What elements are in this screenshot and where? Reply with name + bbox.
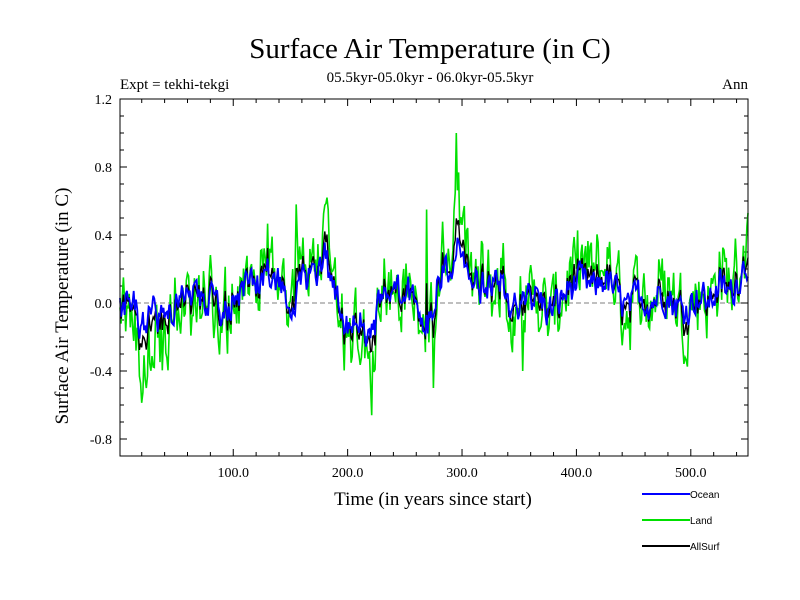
y-tick-label: 1.2 [95, 93, 113, 108]
plot-frame [119, 98, 749, 457]
y-tick-label: 0.4 [95, 229, 113, 244]
chart-title: Surface Air Temperature (in C) [249, 33, 610, 65]
x-tick-label: 500.0 [675, 466, 707, 481]
x-tick-label: 100.0 [217, 466, 249, 481]
legend-label-ocean: Ocean [690, 490, 719, 501]
y-axis-ticks: -0.8 -0.4 0.0 0.4 0.8 1.2 [90, 93, 748, 448]
x-axis-label: Time (in years since start) [334, 489, 532, 510]
y-tick-label: 0.8 [95, 161, 113, 176]
y-tick-label: -0.8 [90, 433, 112, 448]
legend-label-land: Land [690, 516, 712, 527]
experiment-label: Expt = tekhi-tekgi [120, 77, 229, 93]
series-layer [119, 132, 749, 416]
chart-subtitle: 05.5kyr-05.0kyr - 06.0kyr-05.5kyr [327, 70, 534, 86]
y-axis-label: Surface Air Temperature (in C) [52, 188, 73, 425]
season-label: Ann [722, 77, 748, 93]
x-tick-label: 300.0 [446, 466, 478, 481]
y-tick-label: 0.0 [95, 297, 113, 312]
legend-label-allsurf: AllSurf [690, 542, 720, 553]
series-land-line [119, 132, 749, 416]
x-axis-ticks: 100.0 200.0 300.0 400.0 500.0 [141, 99, 738, 481]
legend: Ocean Land AllSurf [642, 490, 720, 553]
x-tick-label: 200.0 [332, 466, 364, 481]
series-allsurf-line [119, 218, 749, 353]
y-tick-label: -0.4 [90, 365, 112, 380]
series-ocean-line [119, 237, 749, 347]
x-tick-label: 400.0 [561, 466, 593, 481]
